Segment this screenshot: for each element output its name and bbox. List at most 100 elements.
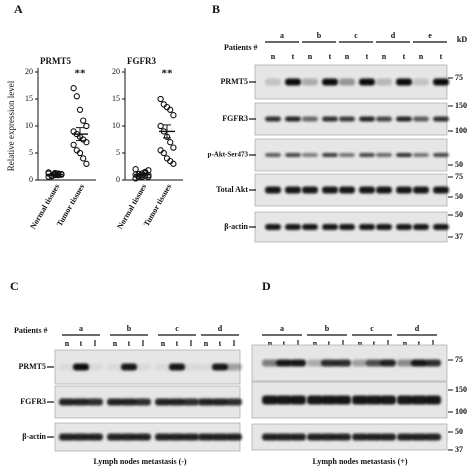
annotation: ** <box>75 68 87 80</box>
band <box>396 116 412 122</box>
lane-label: t <box>373 339 376 348</box>
band <box>413 116 429 122</box>
band <box>285 116 301 122</box>
band <box>285 186 301 194</box>
lane-label: t <box>403 52 406 61</box>
patient-label: d <box>218 324 223 333</box>
band <box>285 78 301 86</box>
band <box>169 398 185 406</box>
error-bar <box>76 127 84 142</box>
band <box>307 395 323 405</box>
band <box>276 433 292 441</box>
band <box>380 395 396 405</box>
lane-label: t <box>329 52 332 61</box>
data-point <box>170 144 177 151</box>
data-point <box>157 122 164 130</box>
band <box>396 78 412 86</box>
band <box>212 398 228 406</box>
band <box>396 186 412 194</box>
band <box>433 78 449 86</box>
protein-label: FGFR3 <box>20 397 46 406</box>
lane-label: n <box>345 52 350 61</box>
data-point <box>83 122 90 130</box>
band <box>366 433 382 441</box>
y-tick-label: 20 <box>25 67 33 76</box>
band <box>87 433 103 441</box>
band <box>290 433 306 441</box>
data-point <box>170 112 177 119</box>
lane-label: t <box>176 339 179 348</box>
marker-label: 50 <box>455 192 463 201</box>
marker-label: 37 <box>455 445 463 454</box>
lane-label: n <box>308 52 313 61</box>
marker-label: 150 <box>455 385 467 394</box>
lane-label: t <box>418 339 421 348</box>
data-point <box>160 149 167 157</box>
band <box>73 363 89 371</box>
band <box>322 153 338 157</box>
chart-title: FGFR3 <box>127 56 156 66</box>
band <box>135 433 151 441</box>
patient-label: c <box>175 324 179 333</box>
panel-label: C <box>10 279 19 293</box>
band <box>322 186 338 194</box>
lane-label: n <box>313 339 318 348</box>
data-point <box>83 139 90 146</box>
band <box>411 395 427 405</box>
panel-label: B <box>212 2 220 16</box>
band <box>425 433 441 441</box>
caption: Lymph nodes metastasis (+) <box>312 457 407 466</box>
marker-label: 75 <box>455 355 463 364</box>
band <box>265 153 281 157</box>
lane-label: n <box>161 339 166 348</box>
band <box>73 433 89 441</box>
band <box>352 433 368 441</box>
band <box>359 78 375 86</box>
band <box>359 116 375 122</box>
band <box>335 359 351 367</box>
lane-label: l <box>190 339 193 348</box>
lane-label: t <box>219 339 222 348</box>
marker-label: 100 <box>455 407 467 416</box>
patient-label: d <box>391 31 396 40</box>
y-tick-label: 5 <box>29 148 33 157</box>
lane-label: l <box>297 339 300 348</box>
error-bar <box>51 173 59 176</box>
y-tick-label: 15 <box>112 94 120 103</box>
data-point <box>70 141 77 149</box>
error-bar <box>138 173 146 176</box>
band <box>302 116 318 122</box>
lane-label: t <box>366 52 369 61</box>
band <box>169 433 185 441</box>
y-tick-label: 10 <box>112 121 120 130</box>
band <box>321 433 337 441</box>
band <box>212 433 228 441</box>
band <box>413 153 429 157</box>
y-tick-label: 15 <box>25 94 33 103</box>
band <box>396 153 412 157</box>
band <box>359 153 375 157</box>
protein-label: β-actin <box>22 432 46 441</box>
annotation: ** <box>162 68 174 80</box>
band <box>376 224 392 230</box>
band <box>302 153 318 157</box>
band <box>302 78 318 86</box>
band <box>73 398 89 406</box>
data-point <box>157 95 164 103</box>
band <box>265 224 281 230</box>
panel-label: A <box>14 2 23 16</box>
y-axis-label: Relative expression level <box>6 80 16 171</box>
band <box>155 433 171 441</box>
lane-label: l <box>432 339 435 348</box>
lane-label: t <box>283 339 286 348</box>
band <box>226 433 242 441</box>
band <box>198 433 214 441</box>
data-point <box>170 160 177 167</box>
band <box>87 398 103 406</box>
marker-label: 150 <box>455 101 467 110</box>
band <box>366 359 382 367</box>
band <box>59 398 75 406</box>
lane-label: n <box>358 339 363 348</box>
protein-label: FGFR3 <box>222 114 248 123</box>
